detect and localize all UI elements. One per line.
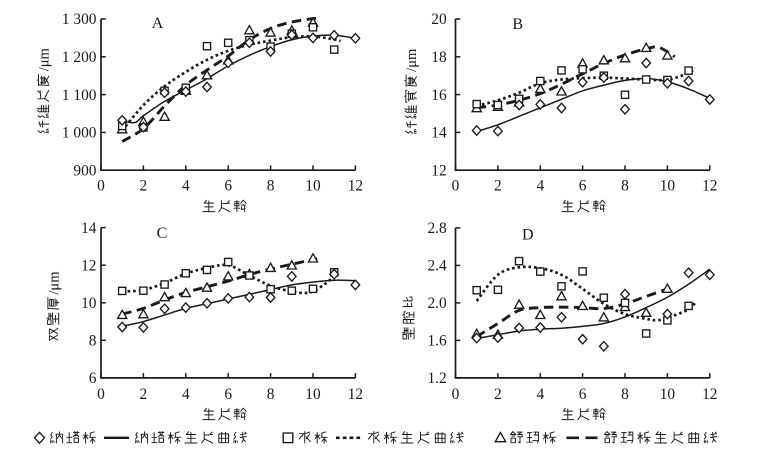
- svg-text:2: 2: [140, 386, 148, 403]
- svg-text:16: 16: [431, 87, 447, 104]
- svg-text:/μm: /μm: [36, 47, 52, 71]
- svg-text:4: 4: [536, 178, 544, 195]
- svg-text:8: 8: [267, 386, 275, 403]
- svg-text:A: A: [152, 15, 164, 32]
- svg-text:12: 12: [431, 162, 446, 179]
- svg-text:D: D: [522, 227, 534, 244]
- svg-text:4: 4: [182, 386, 190, 403]
- svg-text:2.0: 2.0: [427, 295, 447, 312]
- svg-text:12: 12: [702, 386, 717, 403]
- svg-text:4: 4: [536, 386, 544, 403]
- svg-text:/μm: /μm: [404, 48, 420, 72]
- svg-text:/μm: /μm: [46, 271, 62, 295]
- svg-text:900: 900: [73, 162, 96, 179]
- svg-text:1 100: 1 100: [62, 87, 97, 104]
- svg-text:20: 20: [431, 11, 447, 28]
- svg-text:6: 6: [224, 386, 232, 403]
- svg-text:12: 12: [702, 178, 717, 195]
- svg-text:2: 2: [494, 386, 502, 403]
- svg-text:12: 12: [81, 257, 96, 274]
- svg-text:10: 10: [81, 295, 97, 312]
- svg-text:6: 6: [89, 370, 97, 387]
- svg-text:B: B: [512, 16, 523, 33]
- svg-text:0: 0: [97, 178, 105, 195]
- svg-text:10: 10: [660, 178, 676, 195]
- svg-text:1 200: 1 200: [62, 49, 97, 66]
- svg-text:1.2: 1.2: [427, 370, 446, 387]
- svg-text:14: 14: [431, 125, 447, 142]
- svg-text:12: 12: [348, 178, 363, 195]
- svg-text:2: 2: [494, 178, 502, 195]
- svg-text:10: 10: [660, 386, 676, 403]
- svg-text:8: 8: [621, 386, 629, 403]
- svg-text:4: 4: [182, 178, 190, 195]
- svg-text:10: 10: [305, 178, 321, 195]
- svg-text:18: 18: [431, 49, 447, 66]
- svg-text:12: 12: [348, 386, 363, 403]
- svg-text:8: 8: [267, 178, 275, 195]
- svg-text:1.6: 1.6: [427, 333, 447, 350]
- svg-text:6: 6: [224, 178, 232, 195]
- svg-text:10: 10: [305, 386, 321, 403]
- svg-text:2.4: 2.4: [427, 258, 447, 275]
- svg-text:2: 2: [140, 178, 148, 195]
- svg-text:2.8: 2.8: [427, 220, 447, 237]
- svg-text:1 000: 1 000: [62, 125, 97, 142]
- svg-text:6: 6: [579, 178, 587, 195]
- svg-text:0: 0: [97, 386, 105, 403]
- svg-text:8: 8: [621, 178, 629, 195]
- svg-text:14: 14: [81, 220, 97, 237]
- svg-text:6: 6: [579, 386, 587, 403]
- svg-text:1 300: 1 300: [62, 11, 97, 28]
- svg-text:8: 8: [89, 333, 97, 350]
- svg-text:0: 0: [452, 178, 460, 195]
- svg-text:C: C: [157, 225, 168, 242]
- svg-text:0: 0: [452, 386, 460, 403]
